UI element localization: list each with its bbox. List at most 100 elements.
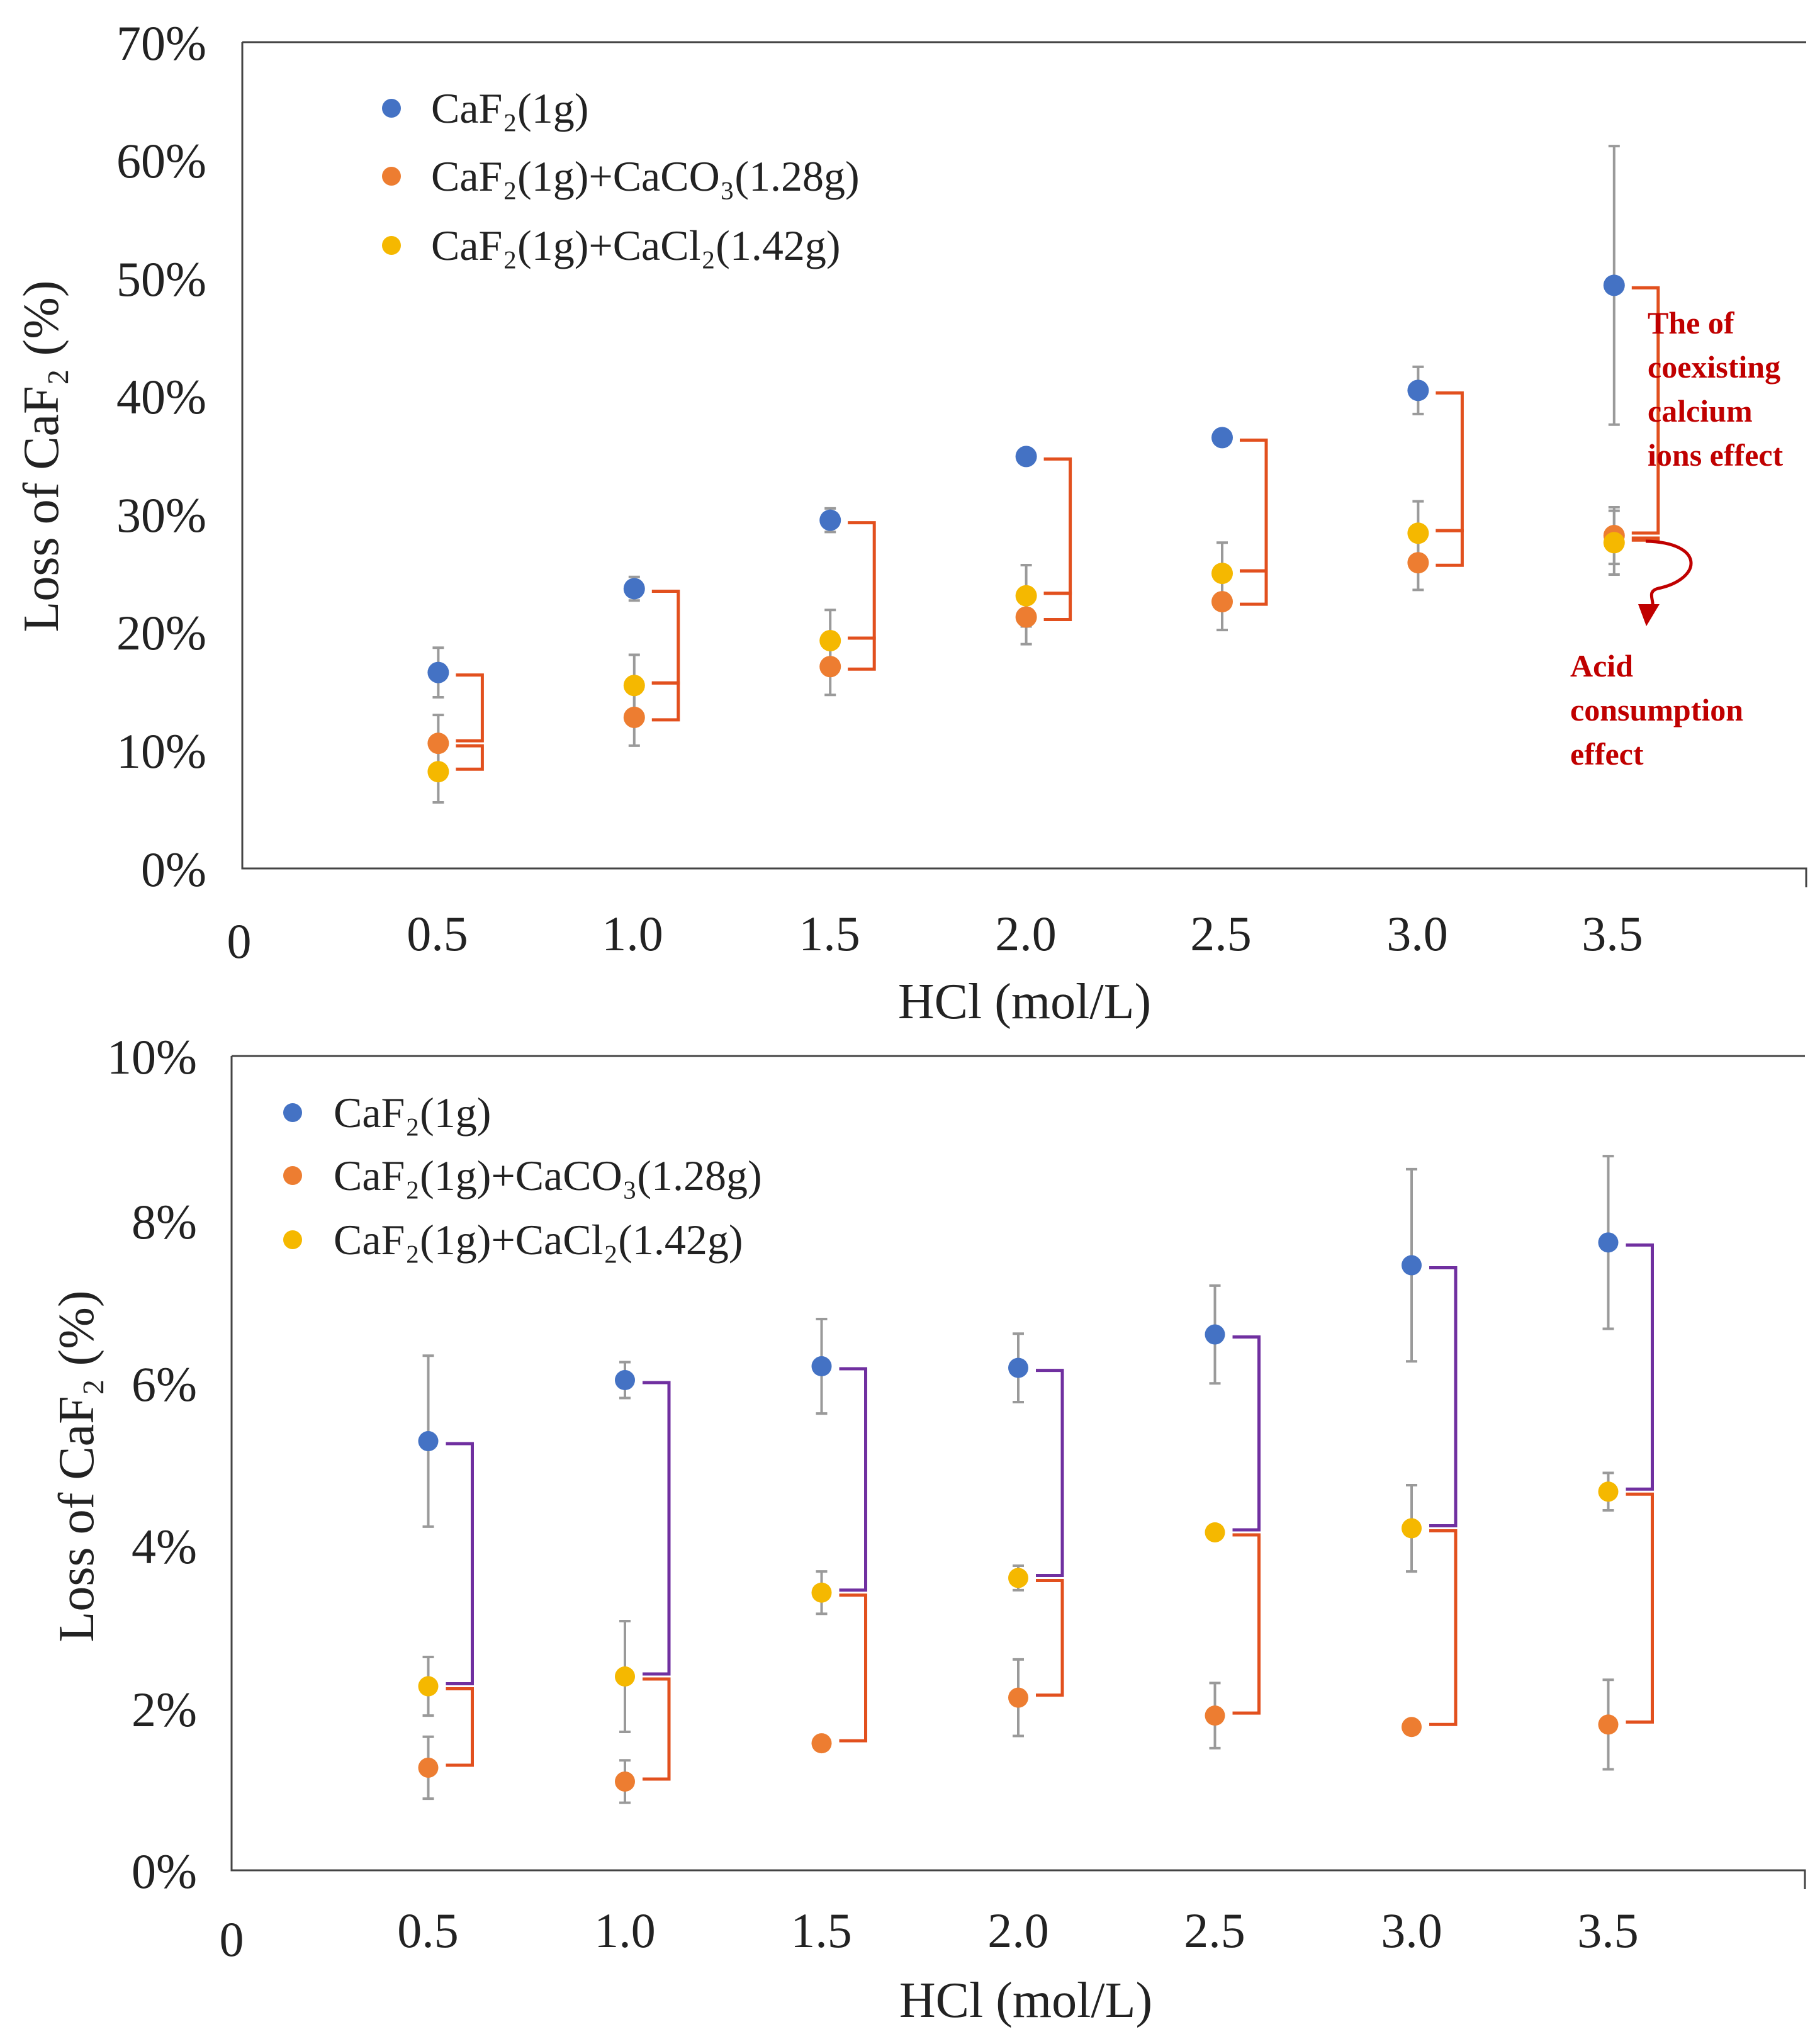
data-point: [1211, 563, 1233, 585]
data-point: [1603, 274, 1625, 296]
y-tick-label: 30%: [116, 488, 206, 542]
effect-bracket: [1232, 1335, 1261, 1532]
data-point: [1603, 532, 1625, 554]
legend-label: CaF₂(1g)+CaCl₂(1.42g): [334, 1216, 743, 1264]
plot-frame-top: [241, 41, 1807, 887]
effect-bracket: [1240, 569, 1268, 606]
effect-bracket: [446, 1442, 474, 1686]
data-point: [1008, 1357, 1028, 1378]
data-point: [615, 1666, 635, 1687]
legend-top: CaF₂(1g) CaF₂(1g)+CaCO₃(1.28g) CaF₂(1g)+…: [382, 84, 860, 269]
chart-top: 0% 10% 20% 30% 40% 50% 60% 70% 0 0.5 1.0…: [14, 16, 1807, 1030]
x-axis-title-bottom: HCl (mol/L): [899, 1973, 1152, 2028]
x-tick-labels-top: 0 0.5 1.0 1.5 2.0 2.5 3.0 3.5: [227, 906, 1643, 969]
legend-marker-cacl2: [283, 1230, 302, 1249]
x-tick-label: 2.5: [1184, 1903, 1245, 1958]
y-tick-label: 60%: [116, 133, 206, 188]
annotation-arrowhead: [1638, 604, 1660, 626]
x-tick-label: 2.5: [1190, 906, 1252, 961]
chart-bottom: 0% 2% 4% 6% 8% 10% 0 0.5 1.0 1.5 2.0 2.5…: [49, 1030, 1806, 2028]
x-tick-label: 2.0: [987, 1903, 1049, 1958]
legend-label: CaF₂(1g)+CaCl₂(1.42g): [431, 222, 840, 269]
y-tick-label: 50%: [116, 252, 206, 306]
data-point: [615, 1771, 635, 1792]
effect-bracket: [839, 1593, 867, 1743]
data-point: [1402, 1717, 1422, 1738]
data-point: [1015, 606, 1037, 628]
data-point: [1407, 552, 1429, 574]
effect-bracket: [1626, 1492, 1654, 1724]
annotation-line: ions effect: [1648, 437, 1784, 473]
x-tick-label: 1.5: [790, 1903, 852, 1958]
effect-bracket: [1436, 529, 1464, 567]
effect-bracket: [1631, 536, 1660, 542]
data-point: [1205, 1324, 1225, 1345]
data-point: [418, 1676, 439, 1697]
effect-bracket: [1240, 438, 1268, 573]
effect-bracket: [1043, 457, 1072, 595]
effect-bracket: [1429, 1266, 1458, 1528]
effect-bracket: [848, 521, 876, 640]
data-point: [427, 761, 449, 783]
y-axis-title-bottom: Loss of CaF₂ (%): [49, 1291, 104, 1642]
y-tick-label: 4%: [132, 1519, 197, 1574]
effect-bracket: [651, 681, 680, 722]
data-point: [1205, 1522, 1225, 1542]
effect-brackets-top: [456, 286, 1660, 771]
data-point: [811, 1733, 832, 1754]
effect-bracket: [848, 636, 876, 671]
effect-bracket: [643, 1381, 671, 1676]
annotation-line: The of: [1648, 305, 1735, 340]
x-tick-label: 3.5: [1582, 906, 1643, 961]
data-point: [1015, 585, 1037, 607]
annotation-arrow: [1645, 539, 1693, 609]
effect-bracket: [1429, 1529, 1458, 1726]
x-tick-label: 1.5: [799, 906, 860, 961]
effect-bracket: [1036, 1578, 1064, 1697]
data-point: [811, 1356, 832, 1377]
data-point: [819, 629, 841, 651]
y-tick-label: 10%: [107, 1030, 197, 1084]
data-point: [1598, 1714, 1619, 1735]
y-axis-title-top: Loss of CaF₂ (%): [14, 281, 69, 632]
legend-marker-cacl2: [382, 236, 401, 255]
x-tick-label: 2.0: [995, 906, 1057, 961]
legend-bottom: CaF₂(1g) CaF₂(1g)+CaCO₃(1.28g) CaF₂(1g)+…: [283, 1089, 762, 1264]
effect-bracket: [643, 1677, 671, 1781]
data-point: [1015, 446, 1037, 468]
y-tick-label: 20%: [116, 605, 206, 660]
data-point: [1598, 1481, 1619, 1502]
x-tick-label: 3.0: [1381, 1903, 1442, 1958]
data-point: [615, 1370, 635, 1391]
data-point: [418, 1757, 439, 1778]
effect-brackets-bottom: [446, 1243, 1654, 1781]
data-point: [1598, 1232, 1619, 1253]
effect-bracket: [456, 673, 484, 743]
data-point: [1008, 1687, 1028, 1708]
data-point: [427, 661, 449, 683]
annotation-line: consumption: [1570, 692, 1743, 727]
legend-label: CaF₂(1g): [334, 1089, 491, 1137]
data-point: [1402, 1255, 1422, 1276]
data-point: [1402, 1518, 1422, 1539]
annotation-line: calcium: [1648, 393, 1753, 429]
data-marks-bottom: [418, 1155, 1619, 1804]
data-point: [623, 675, 645, 697]
y-tick-label: 0%: [141, 842, 206, 897]
data-point: [1211, 427, 1233, 449]
legend-marker-caco3: [283, 1166, 302, 1185]
annotation-line: effect: [1570, 736, 1644, 772]
x-tick-label: 0.5: [397, 1903, 459, 1958]
y-tick-label: 2%: [132, 1682, 197, 1737]
x-tick-labels-bottom: 0 0.5 1.0 1.5 2.0 2.5 3.0 3.5: [220, 1903, 1639, 1967]
data-point: [418, 1431, 439, 1452]
data-point: [623, 706, 645, 728]
x-tick-label: 1.0: [602, 906, 663, 961]
annotation-calcium-ions: The of coexisting calcium ions effect: [1648, 305, 1784, 473]
x-tick-label: 1.0: [594, 1903, 656, 1958]
data-marks-top: [427, 145, 1625, 804]
y-tick-label: 6%: [132, 1357, 197, 1412]
data-point: [623, 578, 645, 600]
legend-label: CaF₂(1g): [431, 84, 588, 132]
